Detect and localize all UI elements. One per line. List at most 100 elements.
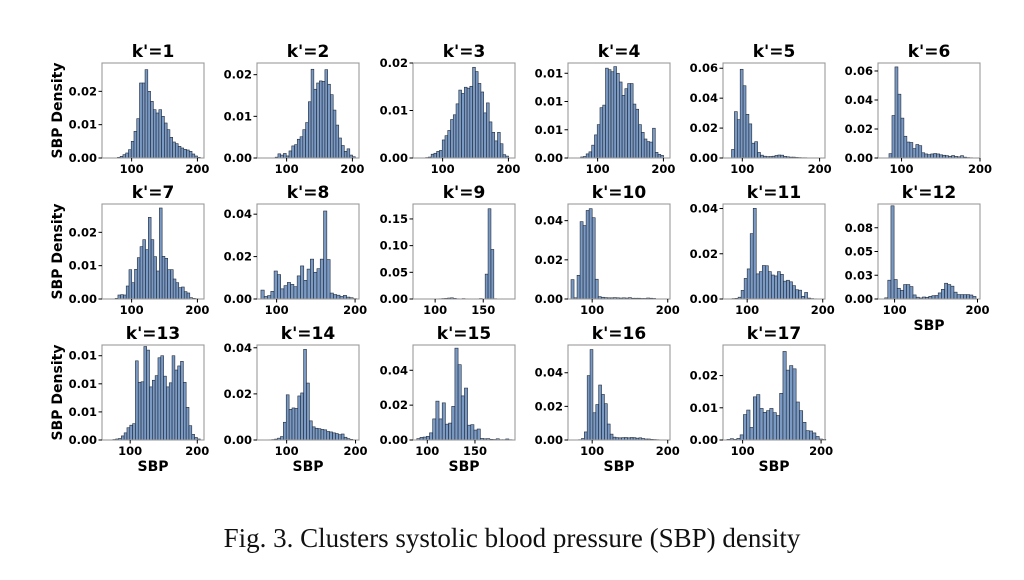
histogram-bar [776, 415, 780, 441]
y-tick-label: 0.06 [845, 64, 873, 78]
histogram-bar [921, 152, 926, 159]
histogram-bar [285, 394, 290, 441]
x-tick-label: 200 [496, 162, 520, 176]
histogram-bar [754, 141, 758, 159]
histogram-bar [433, 152, 437, 159]
histogram-bar [305, 122, 309, 159]
histogram-bar [164, 122, 168, 159]
histogram-bar [145, 249, 149, 300]
histogram-bar [152, 379, 156, 441]
histogram-bar [180, 361, 184, 441]
x-tick-label: 100 [120, 162, 144, 176]
histogram-bar [181, 286, 185, 300]
histogram-bar [891, 115, 896, 159]
histogram-bar [890, 205, 895, 300]
histogram-bar [909, 142, 914, 159]
histogram-bar [458, 89, 462, 159]
histogram-bar [148, 217, 152, 300]
histogram-panel-9: k'=9 100 150 0.00 0.05 0.10 0.15 [380, 183, 516, 317]
histogram-bar [432, 418, 437, 441]
panel-title: k'=2 [287, 42, 330, 62]
histogram-bar [323, 429, 328, 441]
x-axis-label: SBP [758, 459, 789, 475]
y-tick-label: 0.02 [690, 369, 718, 383]
histogram-bar [591, 144, 595, 159]
histogram-bar [745, 114, 750, 159]
x-tick-label: 200 [340, 162, 364, 176]
histogram-bar [296, 275, 301, 300]
histogram-panel-13: k'=13 100 200 0.00 0.01 0.01 0.01 SBP SBP Densit… [50, 324, 209, 475]
histogram-bar [576, 274, 581, 300]
histogram-bar [469, 85, 473, 159]
histogram-bar [134, 269, 138, 300]
histogram-panel-11: k'=11 100 200 0.00 0.02 0.04 [690, 183, 835, 317]
histogram-bar [906, 284, 911, 300]
histogram-bar [602, 104, 606, 159]
histogram-bar [594, 278, 599, 300]
histogram-bar [280, 288, 285, 300]
histogram-panel-6: k'=6 100 200 0.00 0.02 0.04 0.06 [845, 42, 992, 176]
histogram-bar [294, 408, 299, 441]
x-tick-label: 200 [185, 162, 209, 176]
histogram-bar [310, 258, 314, 300]
x-tick-label: 100 [883, 303, 907, 317]
histogram-bar [290, 284, 295, 300]
histogram-bar [157, 357, 162, 441]
histogram-bar [131, 282, 135, 300]
histogram-bar [594, 134, 598, 159]
histogram-bar [335, 433, 339, 441]
y-tick-label: 0.15 [380, 212, 408, 226]
histogram-bar [652, 127, 656, 159]
histogram-bar [332, 109, 337, 159]
histogram-bar [731, 149, 735, 159]
histogram-bar [454, 347, 459, 441]
histogram-bar [444, 135, 449, 159]
y-tick-label: 0.04 [535, 366, 563, 380]
histogram-bar [429, 432, 433, 441]
histogram-bar [300, 265, 305, 300]
x-axis-label: SBP [292, 459, 323, 475]
histogram-bar [136, 118, 140, 159]
histogram-bar [751, 142, 755, 159]
y-tick-label: 0.01 [69, 259, 97, 273]
histogram-bar [136, 257, 141, 300]
histogram-bar [746, 268, 751, 300]
histogram-bar [451, 406, 456, 441]
histogram-bar [126, 427, 131, 441]
axes-frame [567, 62, 671, 159]
y-tick-label: 0.01 [690, 401, 718, 415]
y-tick-label: 0.00 [69, 433, 97, 447]
x-tick-label: 100 [415, 444, 439, 458]
y-tick-label: 0.00 [224, 433, 252, 447]
histogram-bar [270, 291, 275, 300]
histogram-bar [464, 86, 468, 159]
histogram-bar [746, 409, 751, 441]
histogram-bar [175, 143, 179, 159]
histogram-bar [588, 151, 592, 159]
axes-frame [101, 344, 205, 441]
y-tick-label: 0.02 [535, 399, 563, 413]
histogram-bar [789, 365, 794, 441]
panel-title: k'=14 [281, 324, 336, 344]
histogram-bar [125, 285, 130, 300]
histogram-bar [497, 132, 501, 159]
histogram-bar [296, 138, 301, 159]
histogram-bar [283, 421, 287, 441]
histogram-bar [627, 83, 631, 159]
axes-frame [412, 203, 516, 300]
histogram-bar [475, 71, 479, 159]
y-tick-label: 0.00 [690, 151, 718, 165]
histogram-bar [140, 381, 145, 441]
histogram-bar [918, 145, 923, 159]
histogram-bar [159, 207, 163, 300]
histogram-panel-8: k'=8 100 200 0.00 0.02 0.04 [224, 183, 367, 317]
panel-title: k'=9 [443, 183, 486, 203]
axes-frame [722, 203, 826, 300]
histogram-bar [288, 409, 293, 441]
histogram-bar [326, 259, 331, 300]
histogram-bar [191, 434, 195, 441]
histogram-bar [609, 433, 614, 441]
y-tick-label: 0.00 [69, 292, 97, 306]
histogram-bar [338, 137, 342, 159]
